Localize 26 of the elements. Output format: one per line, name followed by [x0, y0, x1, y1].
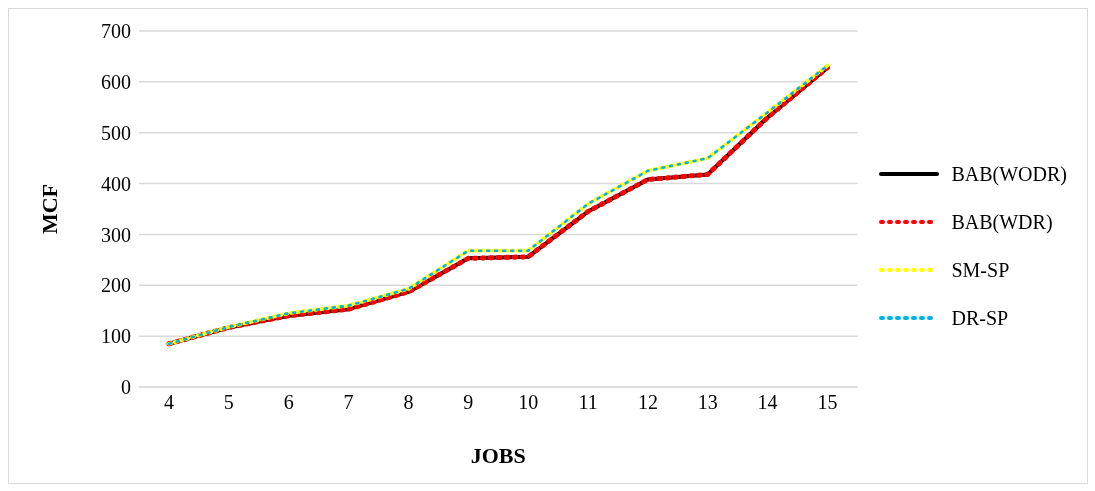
x-tick-label: 8: [403, 391, 414, 414]
x-tick-label: 5: [223, 391, 234, 414]
legend-label: SM-SP: [951, 258, 1010, 282]
x-tick-label: 11: [578, 391, 598, 414]
x-tick-label: 6: [283, 391, 294, 414]
legend-label: DR-SP: [951, 306, 1009, 330]
x-tick-label: 13: [697, 391, 718, 414]
y-tick-label: 600: [101, 70, 131, 93]
y-tick-label: 700: [101, 20, 131, 43]
y-tick-label: 400: [101, 172, 131, 195]
y-tick-label: 300: [101, 223, 131, 246]
x-tick-label: 9: [463, 391, 474, 414]
y-tick-label: 200: [101, 274, 131, 297]
y-tick-label: 100: [101, 325, 131, 348]
x-tick-label: 10: [518, 391, 539, 414]
y-tick-label: 0: [121, 376, 131, 399]
y-axis-title: MCF: [36, 183, 62, 235]
legend-label: BAB(WDR): [951, 210, 1053, 234]
x-tick-label: 4: [164, 391, 174, 414]
x-tick-label: 15: [817, 391, 838, 414]
x-tick-label: 12: [637, 391, 658, 414]
x-tick-label: 7: [343, 391, 354, 414]
x-axis-title: JOBS: [470, 443, 526, 468]
legend-label: BAB(WODR): [951, 162, 1067, 186]
y-tick-label: 500: [101, 121, 131, 144]
x-tick-label: 14: [757, 391, 778, 414]
